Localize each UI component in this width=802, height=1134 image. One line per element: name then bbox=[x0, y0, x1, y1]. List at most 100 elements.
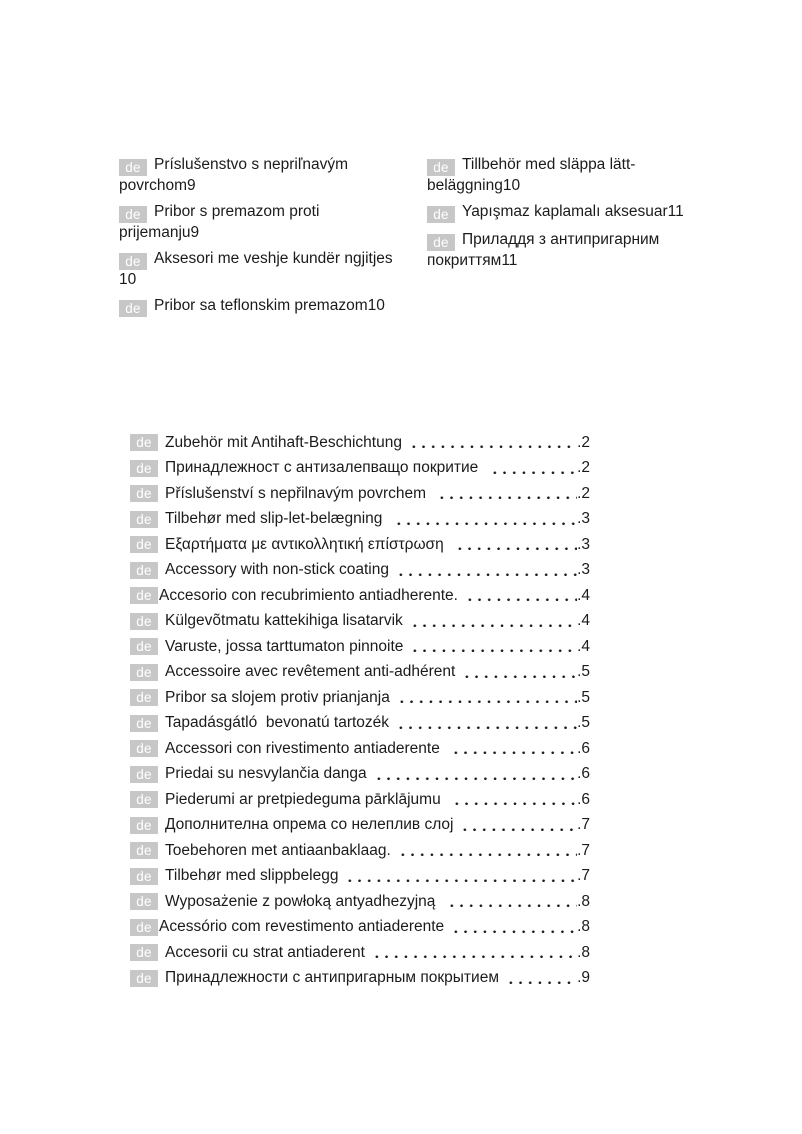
dot-leader bbox=[393, 685, 578, 711]
dot-leader bbox=[434, 481, 578, 507]
dot-leader bbox=[393, 710, 578, 736]
language-badge: de bbox=[130, 714, 158, 732]
language-badge: de bbox=[130, 944, 158, 962]
language-badge: de bbox=[130, 842, 158, 860]
toc-row: de Принадлежности с антипригарным покрыти… bbox=[130, 965, 590, 991]
toc-entry-label: Priedai su nesvylančia danga bbox=[165, 765, 367, 783]
toc-entry-label: Tilbehør med slip-let-belægning bbox=[165, 510, 387, 528]
toc-page-number: 4 bbox=[577, 612, 590, 630]
language-badge: de bbox=[130, 485, 158, 503]
language-badge: de bbox=[119, 253, 147, 270]
language-badge: de bbox=[427, 206, 455, 223]
toc-entry-line: покриттям11 bbox=[427, 252, 518, 269]
toc-page-number: 8 bbox=[577, 893, 590, 911]
toc-row: de Accesorio con recubrimiento antiadhere… bbox=[130, 583, 590, 609]
toc-page-number: 5 bbox=[577, 663, 590, 681]
language-badge: de bbox=[130, 689, 158, 707]
toc-entry-label: Külgevõtmatu kattekihiga lisatarvik bbox=[165, 612, 403, 630]
toc-row: de Varuste, jossa tarttumaton pinnoite 4 bbox=[130, 634, 590, 660]
toc-entry-label: Accesorii cu strat antiaderent bbox=[165, 943, 365, 961]
toc-entry-line: 10 bbox=[119, 271, 137, 288]
toc-row: de Accessoire avec revêtement anti-adhére… bbox=[130, 659, 590, 685]
dot-leader bbox=[452, 532, 578, 558]
toc-page-number: 5 bbox=[577, 714, 590, 732]
language-badge: de bbox=[130, 918, 158, 936]
dot-leader bbox=[461, 583, 578, 609]
toc-page-number: 7 bbox=[577, 842, 590, 860]
toc-entry-label: Accessori con rivestimento antiaderente bbox=[165, 739, 445, 757]
toc-row: de Принадлежност с антизалепващо покритие… bbox=[130, 455, 590, 481]
toc-row: de Εξαρτήματα με αντικολλητική επίστρωση … bbox=[130, 532, 590, 558]
toc-entry-label: Acessório com revestimento antiaderente bbox=[159, 918, 445, 936]
toc-page-number: 6 bbox=[577, 765, 590, 783]
dot-leader bbox=[449, 787, 578, 813]
toc-page-number: 3 bbox=[577, 561, 590, 579]
language-badge: de bbox=[130, 561, 158, 579]
language-badge: de bbox=[130, 893, 158, 911]
toc-page-number: 8 bbox=[577, 944, 590, 962]
toc-entry-label: Accessoire avec revêtement anti-adhérent bbox=[165, 663, 456, 681]
dot-leader bbox=[342, 863, 578, 889]
toc-row: de Дополнителна опрема со нелеплив слој 7 bbox=[130, 812, 590, 838]
toc-entry-label: Varuste, jossa tarttumaton pinnoite bbox=[165, 637, 404, 655]
toc-page-number: 7 bbox=[577, 816, 590, 834]
toc-top-entry: de Pribor s premazom proti prijemanju9 bbox=[119, 202, 437, 242]
toc-row: de Wyposażenie z powłoką antyadhezyjną 8 bbox=[130, 889, 590, 915]
toc-list: de Zubehör mit Antihaft-Beschichtung 2 de П… bbox=[130, 430, 590, 991]
toc-row: de Tilbehør med slip-let-belægning 3 bbox=[130, 506, 590, 532]
toc-page-number: 2 bbox=[577, 434, 590, 452]
toc-entry-line: Pribor sa teflonskim premazom10 bbox=[154, 297, 385, 314]
toc-row: de Priedai su nesvylančia danga 6 bbox=[130, 761, 590, 787]
language-badge: de bbox=[130, 816, 158, 834]
toc-top-entry: de Pribor sa teflonskim premazom10 bbox=[119, 296, 437, 317]
dot-leader bbox=[486, 455, 578, 481]
language-badge: de bbox=[130, 638, 158, 656]
toc-entry-line: povrchom9 bbox=[119, 177, 196, 194]
toc-row: de Tapadásgátló bevonatú tartozék 5 bbox=[130, 710, 590, 736]
toc-entry-label: Tapadásgátló bevonatú tartozék bbox=[165, 714, 390, 732]
language-badge: de bbox=[130, 536, 158, 554]
toc-top-entry: de Yapışmaz kaplamalı aksesuar11 bbox=[427, 202, 715, 223]
toc-entry-line: Pribor s premazom proti bbox=[154, 203, 320, 220]
dot-leader bbox=[457, 812, 578, 838]
dot-leader bbox=[390, 506, 578, 532]
toc-row: de Accesorii cu strat antiaderent 8 bbox=[130, 940, 590, 966]
dot-leader bbox=[443, 889, 578, 915]
toc-top-left-column: de Príslušenstvo s nepriľnavým povrchom9 … bbox=[119, 155, 437, 324]
dot-leader bbox=[502, 965, 578, 991]
toc-entry-label: Piederumi ar pretpiedeguma pārklājumu bbox=[165, 790, 446, 808]
toc-row: de Tilbehør med slippbelegg 7 bbox=[130, 863, 590, 889]
toc-entry-line: prijemanju9 bbox=[119, 224, 200, 241]
toc-page-number: 7 bbox=[577, 867, 590, 885]
toc-entry-label: Принадлежности с антипригарным покрытием bbox=[165, 969, 499, 987]
toc-page-number: 4 bbox=[577, 638, 590, 656]
toc-row: de Pribor sa slojem protiv prianjanja 5 bbox=[130, 685, 590, 711]
toc-entry-line: Tillbehör med släppa lätt- bbox=[462, 156, 636, 173]
toc-top-entry: de Príslušenstvo s nepriľnavým povrchom9 bbox=[119, 155, 437, 195]
toc-page-number: 4 bbox=[577, 587, 590, 605]
toc-top-entry: de Tillbehör med släppa lätt- beläggning1… bbox=[427, 155, 715, 195]
dot-leader bbox=[448, 736, 578, 762]
toc-entry-label: Pribor sa slojem protiv prianjanja bbox=[165, 688, 390, 706]
toc-entry-label: Zubehör mit Antihaft-Beschichtung bbox=[165, 433, 402, 451]
toc-top-entry: de Aksesori me veshje kundër ngjitjes 10 bbox=[119, 249, 437, 289]
language-badge: de bbox=[130, 663, 158, 681]
dot-leader bbox=[407, 634, 578, 660]
toc-page-number: 3 bbox=[577, 536, 590, 554]
toc-page-number: 6 bbox=[577, 791, 590, 809]
toc-entry-label: Accessory with non-stick coating bbox=[165, 561, 389, 579]
toc-page-number: 2 bbox=[577, 459, 590, 477]
toc-row: de Příslušenství s nepřilnavým povrchem 2 bbox=[130, 481, 590, 507]
toc-top-right-column: de Tillbehör med släppa lätt- beläggning1… bbox=[427, 155, 715, 277]
dot-leader bbox=[368, 940, 578, 966]
toc-row: de Accessori con rivestimento antiaderent… bbox=[130, 736, 590, 762]
toc-page-number: 9 bbox=[577, 969, 590, 987]
toc-entry-label: Εξαρτήματα με αντικολλητική επίστρωση bbox=[165, 535, 449, 553]
language-badge: de bbox=[427, 234, 455, 251]
toc-row: de Toebehoren met antiaanbaklaag. 7 bbox=[130, 838, 590, 864]
language-badge: de bbox=[119, 159, 147, 176]
toc-entry-label: Toebehoren met antiaanbaklaag. bbox=[165, 841, 391, 859]
language-badge: de bbox=[130, 867, 158, 885]
dot-leader bbox=[394, 838, 578, 864]
toc-page-number: 8 bbox=[577, 918, 590, 936]
